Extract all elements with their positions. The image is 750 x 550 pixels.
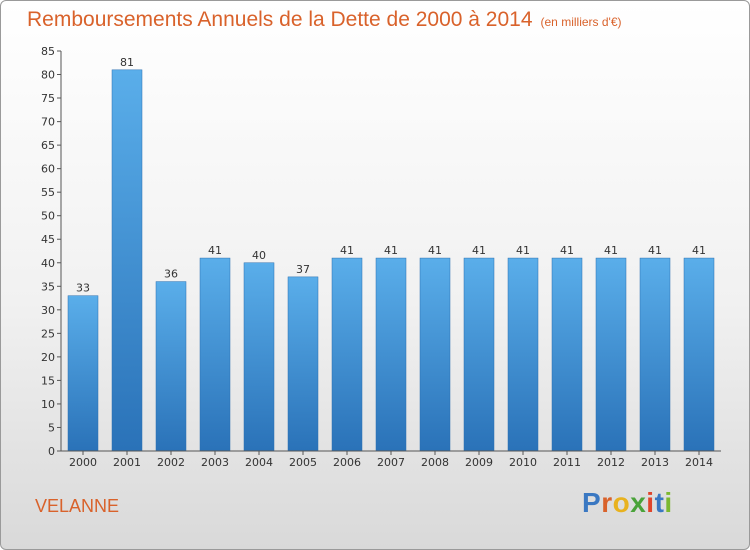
x-tick-label-2013: 2013 xyxy=(641,456,669,469)
y-tick-label: 45 xyxy=(41,233,55,246)
data-label-2000: 33 xyxy=(76,282,90,295)
y-tick-label: 15 xyxy=(41,374,55,387)
chart-subtitle: (en milliers d'€) xyxy=(540,15,622,29)
y-tick-label: 35 xyxy=(41,280,55,293)
logo-letter: i xyxy=(646,487,655,518)
bar-2005 xyxy=(287,276,319,452)
data-label-2006: 41 xyxy=(340,244,354,257)
logo-letter: t xyxy=(654,487,665,518)
commune-name: VELANNE xyxy=(35,496,120,516)
y-tick-label: 10 xyxy=(41,398,55,411)
y-tick-label: 70 xyxy=(41,116,55,129)
x-tick-label-2002: 2002 xyxy=(157,456,185,469)
bar-2000 xyxy=(67,295,99,452)
y-tick-label: 50 xyxy=(41,210,55,223)
x-tick-label-2009: 2009 xyxy=(465,456,493,469)
x-tick-label-2006: 2006 xyxy=(333,456,361,469)
axes-group: 0 5 10 15 20 25 30 35 40 45 50 55 60 65 70 75 80 85 2000 20… xyxy=(41,45,721,469)
y-tick-label: 65 xyxy=(41,139,55,152)
y-tick-label: 0 xyxy=(48,445,55,458)
bars-group xyxy=(67,69,715,452)
logo-letter: r xyxy=(601,487,613,518)
data-label-2012: 41 xyxy=(604,244,618,257)
y-tick-label: 40 xyxy=(41,257,55,270)
bar-2001 xyxy=(111,69,143,452)
data-labels-group: 33 81 36 41 40 37 41 41 41 41 41 41 41 41 41 xyxy=(76,56,706,295)
bar-2006 xyxy=(331,257,363,452)
bar-2002 xyxy=(155,281,187,452)
x-tick-label-2005: 2005 xyxy=(289,456,317,469)
x-tick-label-2001: 2001 xyxy=(113,456,141,469)
logo-letter: x xyxy=(630,487,647,518)
bar-2009 xyxy=(463,257,495,452)
x-tick-label-2004: 2004 xyxy=(245,456,273,469)
bar-2011 xyxy=(551,257,583,452)
data-label-2010: 41 xyxy=(516,244,530,257)
y-tick-label: 60 xyxy=(41,163,55,176)
y-tick-label: 55 xyxy=(41,186,55,199)
data-label-2009: 41 xyxy=(472,244,486,257)
x-tick-label-2012: 2012 xyxy=(597,456,625,469)
x-tick-label-2011: 2011 xyxy=(553,456,581,469)
chart-title-text: Remboursements Annuels de la Dette de 20… xyxy=(27,8,533,31)
bar-2004 xyxy=(243,262,275,452)
bar-2003 xyxy=(199,257,231,452)
data-label-2002: 36 xyxy=(164,268,178,281)
y-tick-label: 30 xyxy=(41,304,55,317)
x-tick-label-2007: 2007 xyxy=(377,456,405,469)
data-label-2008: 41 xyxy=(428,244,442,257)
x-tick-label-2014: 2014 xyxy=(685,456,713,469)
data-label-2001: 81 xyxy=(120,56,134,69)
bar-2008 xyxy=(419,257,451,452)
bar-2014 xyxy=(683,257,715,452)
bar-2013 xyxy=(639,257,671,452)
data-label-2007: 41 xyxy=(384,244,398,257)
chart-title: Remboursements Annuels de la Dette de 20… xyxy=(27,8,622,32)
y-tick-label: 25 xyxy=(41,327,55,340)
data-label-2003: 41 xyxy=(208,244,222,257)
data-label-2014: 41 xyxy=(692,244,706,257)
bar-2007 xyxy=(375,257,407,452)
data-label-2005: 37 xyxy=(296,263,310,276)
logo-letter: i xyxy=(664,487,673,518)
x-tick-label-2003: 2003 xyxy=(201,456,229,469)
y-tick-label: 85 xyxy=(41,45,55,58)
data-label-2013: 41 xyxy=(648,244,662,257)
data-label-2004: 40 xyxy=(252,249,266,262)
logo-letter: P xyxy=(582,487,602,518)
y-tick-label: 20 xyxy=(41,351,55,364)
data-label-2011: 41 xyxy=(560,244,574,257)
bar-2010 xyxy=(507,257,539,452)
y-tick-label: 5 xyxy=(48,421,55,434)
y-tick-label: 75 xyxy=(41,92,55,105)
x-tick-label-2010: 2010 xyxy=(509,456,537,469)
bar-2012 xyxy=(595,257,627,452)
x-tick-label-2000: 2000 xyxy=(69,456,97,469)
proxiti-logo[interactable]: Proxiti xyxy=(582,487,673,519)
logo-letter: o xyxy=(612,487,631,518)
y-tick-label: 80 xyxy=(41,69,55,82)
x-tick-label-2008: 2008 xyxy=(421,456,449,469)
